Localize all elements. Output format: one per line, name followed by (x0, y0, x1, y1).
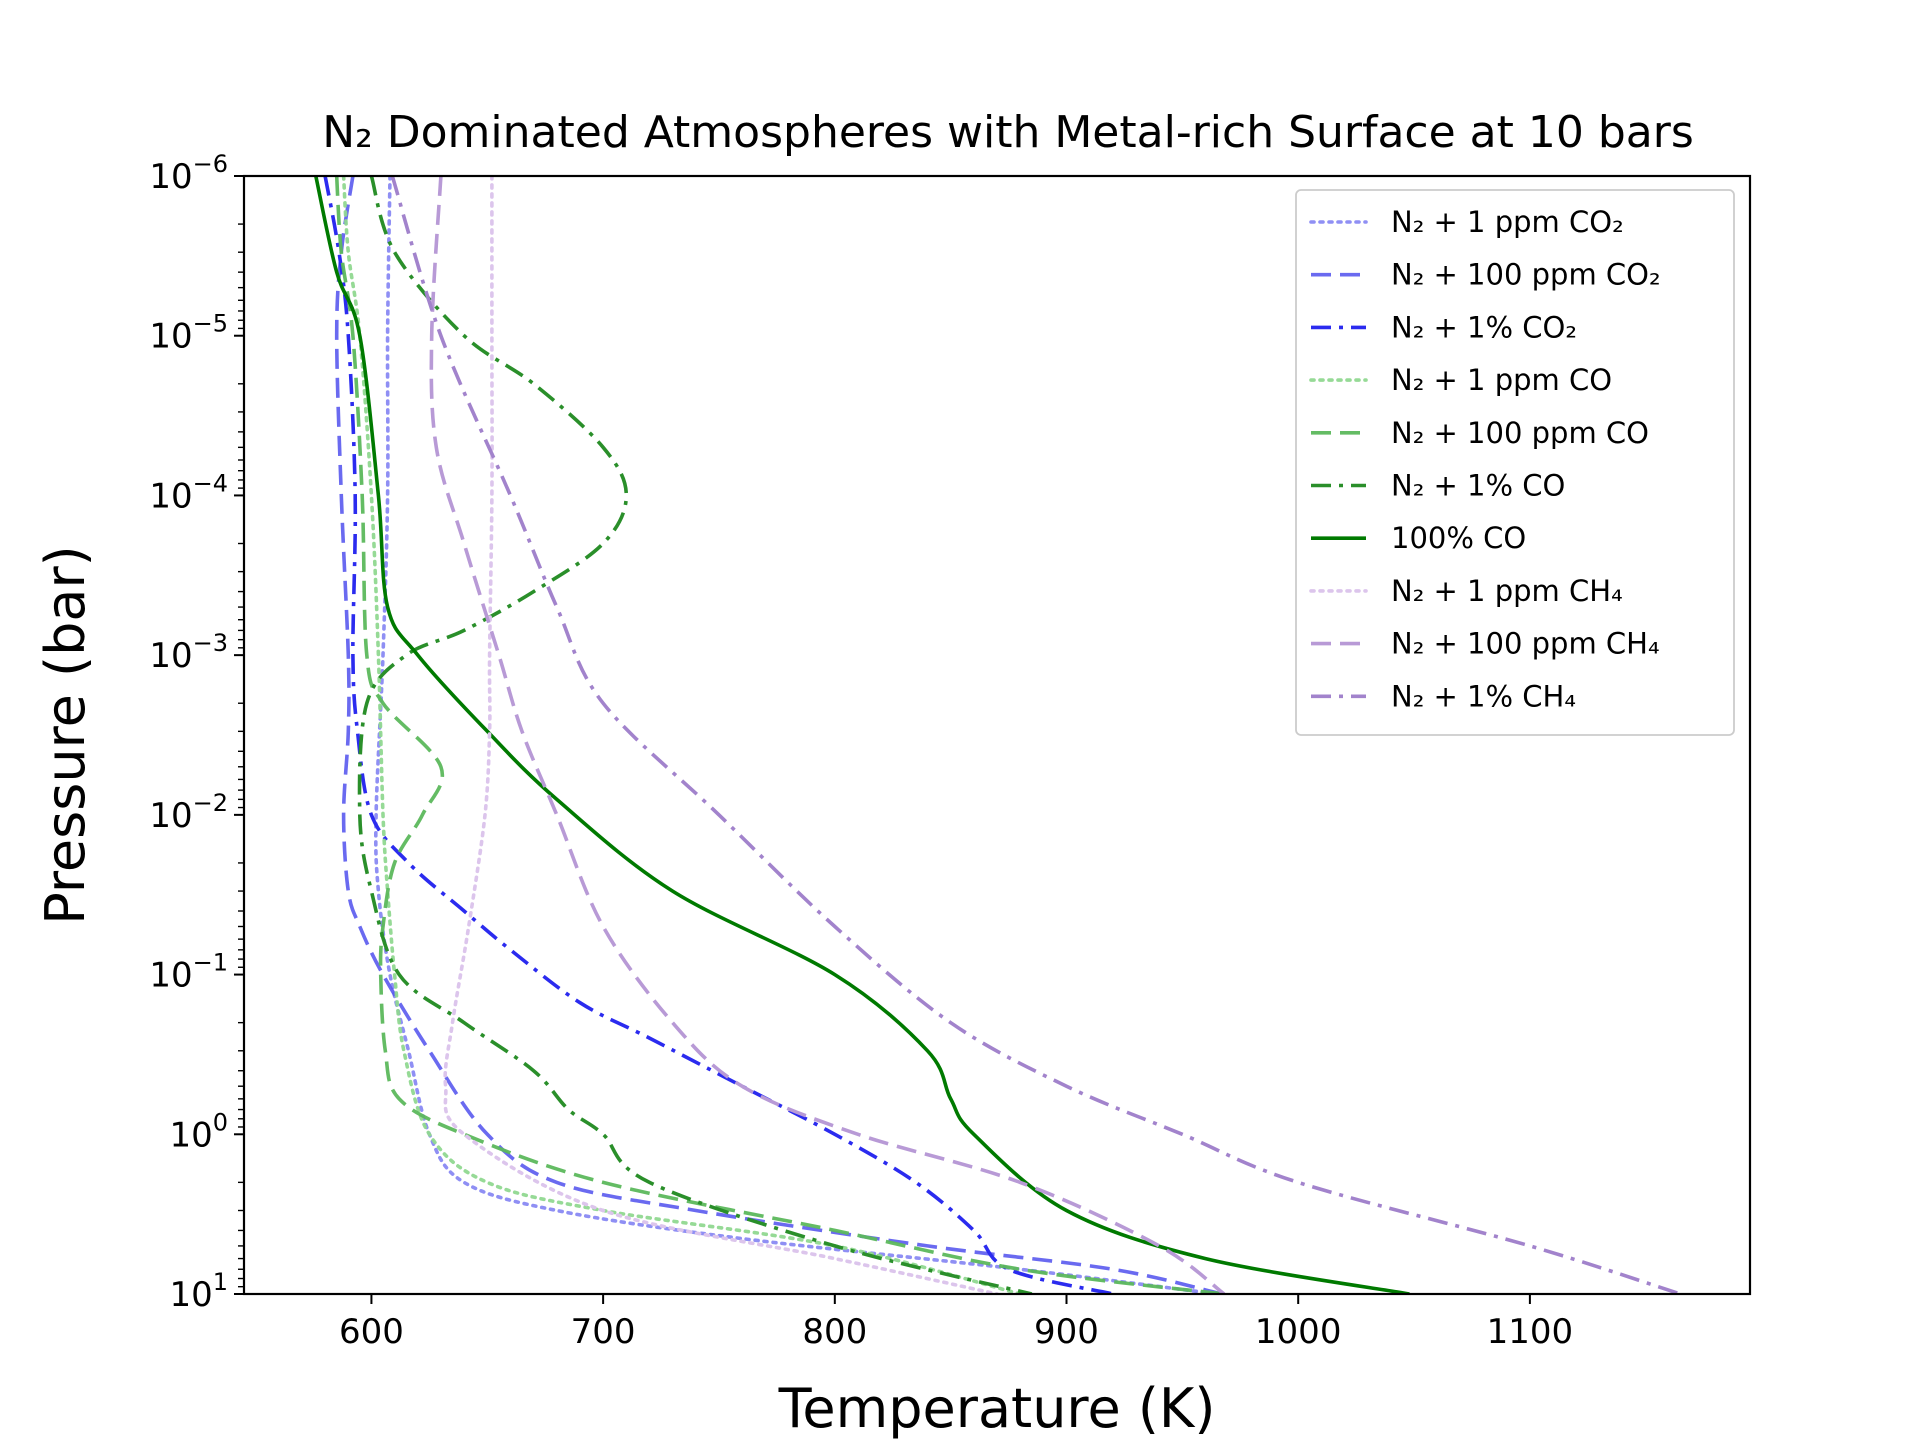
legend-label: N₂ + 100 ppm CO₂ (1391, 258, 1661, 292)
series-layer (314, 176, 1682, 1294)
chart-title: N₂ Dominated Atmospheres with Metal-rich… (322, 107, 1694, 158)
y-tick-label: 100 (169, 1108, 228, 1155)
legend-box (1295, 189, 1735, 736)
x-tick-label: 700 (571, 1312, 636, 1352)
legend: N₂ + 1 ppm CO₂ N₂ + 100 ppm CO₂ N₂ + 1% CO… (1295, 189, 1735, 736)
series-line-n2-100-ppm-ch4 (429, 176, 1226, 1294)
legend-label: N₂ + 1 ppm CO (1391, 363, 1612, 397)
legend-label: N₂ + 1% CO (1391, 469, 1565, 503)
x-tick-label: 1000 (1255, 1312, 1342, 1352)
legend-label: N₂ + 100 ppm CO (1391, 416, 1649, 450)
y-tick-label: 10−5 (149, 310, 228, 357)
x-axis: 600 700 800 900 1000 1100 (339, 1294, 1573, 1352)
x-tick-label: 600 (339, 1312, 404, 1352)
series-line-n2-1-ppm-ch4 (443, 176, 999, 1294)
y-axis: 10−6 10−5 10−4 10−3 10−2 10−1 100 101 (149, 150, 244, 1315)
y-axis-label: Pressure (bar) (34, 545, 97, 924)
series-line-n2-1-ppm-co (341, 176, 1022, 1294)
x-tick-label: 800 (802, 1312, 867, 1352)
y-tick-label: 10−2 (149, 789, 228, 836)
legend-label: N₂ + 1 ppm CH₄ (1391, 574, 1623, 608)
series-line-n2-1pct-ch4 (390, 176, 1682, 1294)
y-tick-label: 10−3 (149, 629, 228, 676)
series-line-n2-100-ppm-co (334, 176, 1225, 1294)
y-tick-label: 101 (169, 1268, 228, 1315)
x-axis-label: Temperature (K) (778, 1377, 1216, 1440)
y-tick-label: 10−4 (149, 469, 228, 516)
y-tick-label: 10−6 (149, 150, 228, 197)
series-line-n2-1pct-co (357, 176, 1033, 1294)
series-line-n2-1-ppm-co2 (374, 176, 1219, 1294)
x-tick-label: 1100 (1487, 1312, 1574, 1352)
legend-label: N₂ + 1% CH₄ (1391, 679, 1576, 713)
plot-frame (242, 174, 1752, 1296)
x-tick-label: 900 (1034, 1312, 1099, 1352)
y-tick-label: 10−1 (149, 949, 228, 996)
series-line-100pct-co (314, 176, 1410, 1294)
legend-label: N₂ + 1 ppm CO₂ (1391, 205, 1624, 239)
legend-label: N₂ + 100 ppm CH₄ (1391, 627, 1660, 661)
legend-label: N₂ + 1% CO₂ (1391, 310, 1577, 344)
legend-label: 100% CO (1391, 521, 1526, 555)
